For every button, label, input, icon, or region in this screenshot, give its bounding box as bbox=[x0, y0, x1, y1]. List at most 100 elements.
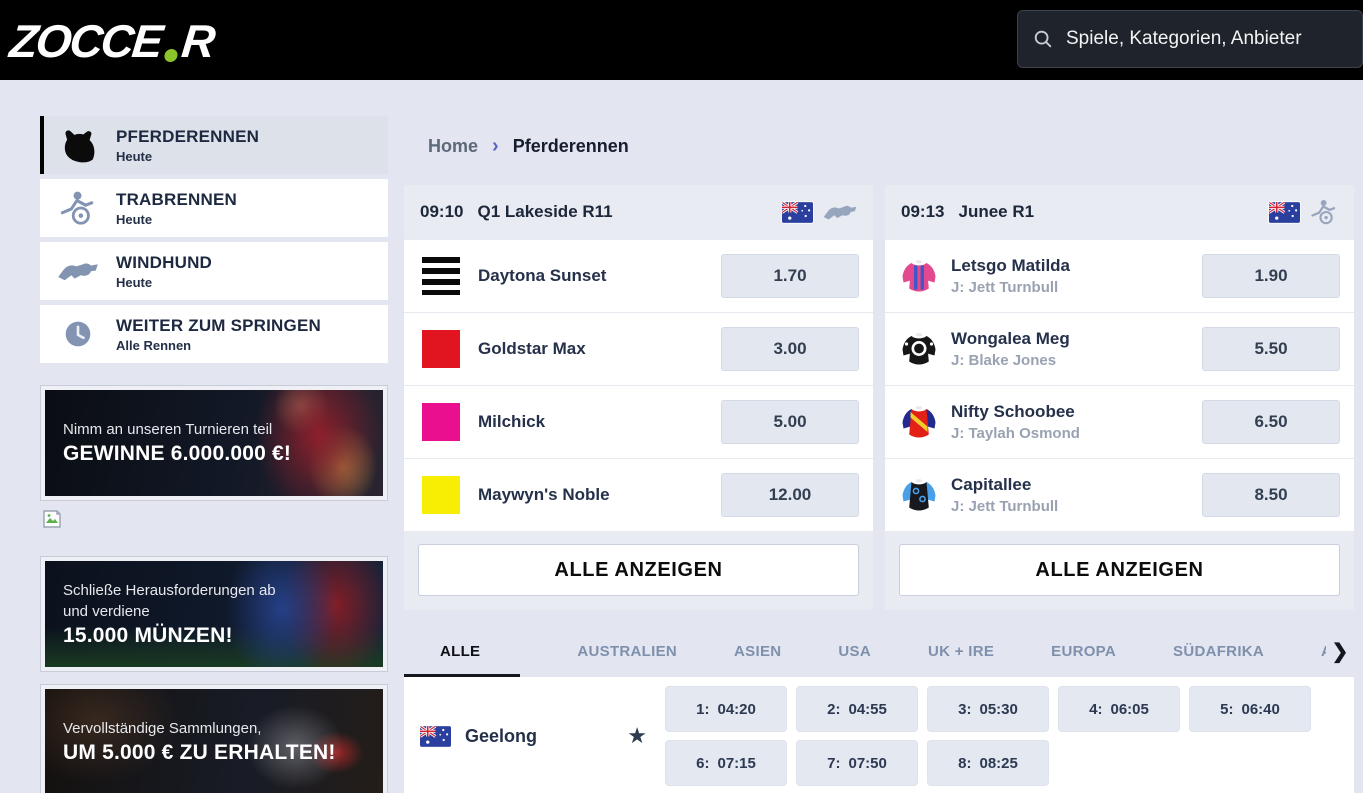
race-number: 6: bbox=[696, 754, 710, 772]
race-start-time: 06:40 bbox=[1241, 700, 1280, 718]
breadcrumb: Home › Pferderennen bbox=[428, 135, 1354, 158]
saddlecloth-icon bbox=[422, 403, 460, 441]
runner-row: Goldstar Max 3.00 bbox=[404, 312, 873, 385]
search-icon bbox=[1034, 30, 1052, 48]
race-name: Q1 Lakeside R11 bbox=[477, 202, 613, 221]
show-all-button[interactable]: ALLE ANZEIGEN bbox=[899, 544, 1340, 596]
odds-button[interactable]: 3.00 bbox=[721, 327, 859, 371]
race-start-time: 08:25 bbox=[979, 754, 1018, 772]
runner-name: Capitallee bbox=[951, 475, 1032, 494]
runner-name: Goldstar Max bbox=[478, 339, 586, 358]
race-chip[interactable]: 1: 04:20 bbox=[665, 686, 787, 732]
greyhound-icon bbox=[40, 259, 116, 283]
australia-flag-icon bbox=[782, 201, 813, 223]
odds-button[interactable]: 8.50 bbox=[1202, 473, 1340, 517]
odds-button[interactable]: 1.70 bbox=[721, 254, 859, 298]
broken-image-icon bbox=[43, 510, 61, 528]
race-chip[interactable]: 7: 07:50 bbox=[796, 740, 918, 786]
race-card-header[interactable]: 09:13 Junee R1 bbox=[885, 185, 1354, 239]
race-chip[interactable]: 5: 06:40 bbox=[1189, 686, 1311, 732]
race-number: 5: bbox=[1220, 700, 1234, 718]
tab-usa[interactable]: USA bbox=[838, 642, 871, 660]
logo-text-suffix: R bbox=[179, 15, 216, 67]
odds-button[interactable]: 6.50 bbox=[1202, 400, 1340, 444]
runner-row: Letsgo Matilda J: Jett Turnbull 1.90 bbox=[885, 239, 1354, 312]
top-header: ZOCCE R bbox=[0, 0, 1363, 80]
runner-jockey: J: Blake Jones bbox=[951, 352, 1057, 369]
banner-headline: 15.000 MÜNZEN! bbox=[63, 623, 233, 647]
tab-australien[interactable]: AUSTRALIEN bbox=[577, 642, 678, 660]
race-number: 3: bbox=[958, 700, 972, 718]
sidebar-item-pferderennen[interactable]: PFERDERENNEN Heute bbox=[40, 116, 388, 174]
sidebar-item-subtitle: Heute bbox=[116, 274, 153, 290]
tab-amerika[interactable]: AMERIKA bbox=[1321, 625, 1326, 677]
show-all-button[interactable]: ALLE ANZEIGEN bbox=[418, 544, 859, 596]
greyhound-icon bbox=[823, 205, 857, 220]
sidebar-item-subtitle: Heute bbox=[116, 211, 153, 227]
banner-headline: UM 5.000 € ZU ERHALTEN! bbox=[63, 741, 336, 764]
race-chip[interactable]: 2: 04:55 bbox=[796, 686, 918, 732]
race-start-time: 04:20 bbox=[717, 700, 756, 718]
race-name: Junee R1 bbox=[958, 202, 1035, 221]
promo-banner-tournaments[interactable]: Nimm an unseren Turnieren teil GEWINNE 6… bbox=[40, 385, 388, 501]
zoccer-logo[interactable]: ZOCCE R bbox=[7, 14, 216, 68]
runner-row: Nifty Schoobee J: Taylah Osmond 6.50 bbox=[885, 385, 1354, 458]
odds-button[interactable]: 1.90 bbox=[1202, 254, 1340, 298]
breadcrumb-current: Pferderennen bbox=[512, 136, 629, 156]
harness-icon bbox=[1311, 198, 1336, 225]
race-time: 09:10 bbox=[420, 202, 464, 221]
odds-button[interactable]: 5.50 bbox=[1202, 327, 1340, 371]
race-chip[interactable]: 6: 07:15 bbox=[665, 740, 787, 786]
race-card-lakeside: 09:10 Q1 Lakeside R11 Daytona Sunset 1.7… bbox=[404, 185, 873, 610]
tab-uk-ire[interactable]: UK + IRE bbox=[927, 642, 995, 660]
race-start-time: 05:30 bbox=[979, 700, 1018, 718]
sidebar-item-subtitle: Heute bbox=[116, 148, 153, 164]
horse-icon bbox=[44, 126, 116, 164]
runner-row: Milchick 5.00 bbox=[404, 385, 873, 458]
global-search[interactable] bbox=[1017, 10, 1363, 68]
search-input[interactable] bbox=[1066, 28, 1348, 50]
runner-name: Maywyn's Noble bbox=[478, 485, 610, 504]
odds-button[interactable]: 12.00 bbox=[721, 473, 859, 517]
odds-button[interactable]: 5.00 bbox=[721, 400, 859, 444]
sidebar-item-title: TRABRENNEN bbox=[116, 189, 237, 209]
harness-icon bbox=[40, 189, 116, 227]
race-card-header[interactable]: 09:10 Q1 Lakeside R11 bbox=[404, 185, 873, 239]
sidebar-item-title: WEITER ZUM SPRINGEN bbox=[116, 315, 321, 335]
sidebar-item-weiter-zum-springen[interactable]: WEITER ZUM SPRINGEN Alle Rennen bbox=[40, 305, 388, 363]
race-start-time: 07:15 bbox=[717, 754, 756, 772]
race-card-junee: 09:13 Junee R1 Letsgo Matilda bbox=[885, 185, 1354, 610]
promo-banner-challenges[interactable]: Schließe Herausforderungen ab und verdie… bbox=[40, 556, 388, 672]
logo-green-dot-icon bbox=[163, 49, 179, 62]
tab-suedafrika[interactable]: SÜDAFRIKA bbox=[1173, 642, 1265, 660]
tab-europa[interactable]: EUROPA bbox=[1051, 642, 1117, 660]
saddlecloth-icon bbox=[422, 476, 460, 514]
chevron-right-icon: › bbox=[492, 135, 499, 157]
tab-asien[interactable]: ASIEN bbox=[734, 642, 782, 660]
sidebar-item-trabrennen[interactable]: TRABRENNEN Heute bbox=[40, 179, 388, 237]
race-chip[interactable]: 8: 08:25 bbox=[927, 740, 1049, 786]
runner-name: Wongalea Meg bbox=[951, 329, 1070, 348]
race-start-time: 07:50 bbox=[848, 754, 887, 772]
runner-name: Letsgo Matilda bbox=[951, 256, 1071, 275]
sidebar-item-title: PFERDERENNEN bbox=[116, 126, 260, 146]
region-tabs: ALLE AUSTRALIEN ASIEN USA UK + IRE EUROP… bbox=[404, 625, 1354, 677]
favorite-star-icon[interactable]: ★ bbox=[627, 723, 647, 748]
jockey-silks-icon bbox=[902, 479, 936, 511]
race-start-time: 06:05 bbox=[1110, 700, 1149, 718]
breadcrumb-home-link[interactable]: Home bbox=[428, 136, 479, 156]
race-start-time: 04:55 bbox=[848, 700, 887, 718]
tab-alle[interactable]: ALLE bbox=[404, 625, 521, 677]
main-content: Home › Pferderennen 09:10 Q1 Lakeside R1… bbox=[404, 116, 1354, 793]
meeting-name[interactable]: Geelong bbox=[465, 725, 538, 746]
logo-text-prefix: ZOCCE bbox=[7, 15, 164, 67]
race-chip[interactable]: 4: 06:05 bbox=[1058, 686, 1180, 732]
tabs-scroll-right-icon[interactable]: ❯ bbox=[1331, 640, 1349, 663]
sidebar-item-windhund[interactable]: WINDHUND Heute bbox=[40, 242, 388, 300]
race-chip[interactable]: 3: 05:30 bbox=[927, 686, 1049, 732]
sidebar-item-subtitle: Alle Rennen bbox=[116, 337, 192, 353]
runner-row: Wongalea Meg J: Blake Jones 5.50 bbox=[885, 312, 1354, 385]
promo-banner-collections[interactable]: Vervollständige Sammlungen, UM 5.000 € Z… bbox=[40, 684, 388, 793]
runner-row: Maywyn's Noble 12.00 bbox=[404, 458, 873, 531]
saddlecloth-icon bbox=[422, 257, 460, 295]
